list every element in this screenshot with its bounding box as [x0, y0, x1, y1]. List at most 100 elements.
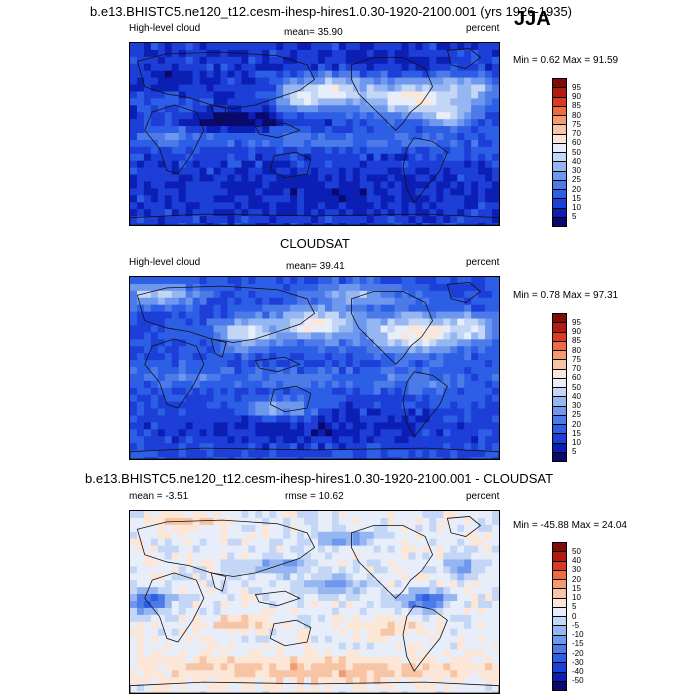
contour-cell: [206, 325, 215, 333]
contour-cell: [199, 517, 208, 526]
contour-cell: [471, 174, 479, 183]
contour-cell: [185, 628, 194, 637]
contour-cell: [255, 628, 263, 637]
contour-cell: [352, 112, 361, 120]
contour-cell: [311, 415, 319, 423]
contour-cell: [297, 642, 305, 651]
contour-cell: [324, 422, 333, 430]
contour-cell: [283, 387, 291, 396]
contour-cell: [164, 628, 173, 637]
contour-cell: [248, 614, 256, 623]
contour-cell: [255, 587, 263, 595]
contour-cell: [359, 367, 368, 375]
contour-cell: [178, 84, 187, 93]
contour-cell: [415, 202, 424, 210]
contour-cell: [283, 628, 291, 637]
contour-cell: [304, 112, 312, 120]
contour-cell: [471, 511, 479, 519]
contour-cell: [297, 84, 305, 93]
contour-cell: [262, 353, 270, 361]
contour-cell: [338, 332, 347, 340]
contour-cell: [492, 49, 499, 58]
contour-cell: [248, 353, 256, 361]
contour-cell: [450, 84, 458, 93]
contour-cell: [220, 63, 229, 72]
contour-cell: [436, 401, 444, 410]
contour-cell: [311, 663, 319, 671]
contour-cell: [262, 429, 270, 437]
contour-cell: [283, 656, 291, 664]
contour-cell: [331, 367, 340, 375]
contour-cell: [324, 677, 333, 685]
contour-cell: [324, 628, 333, 637]
contour-cell: [436, 635, 444, 644]
contour-cell: [164, 511, 173, 519]
contour-cell: [394, 663, 403, 671]
contour-cell: [380, 621, 389, 630]
contour-cell: [178, 387, 187, 396]
contour-cell: [157, 587, 166, 595]
contour-cell: [394, 677, 403, 685]
contour-cell: [206, 304, 215, 313]
contour-cell: [262, 56, 270, 65]
contour-cell: [311, 649, 319, 657]
contour-cell: [457, 408, 465, 417]
contour-cell: [401, 401, 410, 410]
contour-cell: [338, 202, 347, 210]
contour-cell: [345, 580, 354, 588]
contour-cell: [366, 84, 375, 93]
contour-cell: [415, 146, 424, 155]
contour-cell: [241, 614, 249, 623]
contour-cell: [130, 339, 138, 347]
contour-cell: [255, 663, 263, 671]
contour-cell: [304, 188, 312, 196]
contour-cell: [408, 436, 417, 444]
contour-cell: [136, 531, 145, 540]
contour-cell: [366, 670, 375, 678]
contour-cell: [241, 84, 249, 93]
contour-cell: [178, 628, 187, 637]
contour-cell: [143, 346, 152, 354]
colorbar-swatch: [552, 368, 567, 378]
contour-cell: [478, 181, 486, 189]
contour-cell: [248, 98, 256, 106]
contour-cell: [269, 614, 277, 623]
contour-cell: [331, 691, 340, 693]
contour-cell: [359, 112, 368, 120]
contour-cell: [450, 677, 458, 685]
coastline-africa: [144, 104, 205, 175]
contour-cell: [304, 318, 312, 327]
contour-cell: [457, 614, 465, 623]
contour-cell: [220, 408, 229, 417]
contour-cell: [443, 311, 451, 320]
contour-cell: [269, 373, 277, 382]
contour-cell: [185, 450, 194, 458]
contour-cell: [366, 360, 375, 368]
colorbar-swatch: [552, 340, 567, 350]
contour-cell: [464, 277, 472, 285]
contour-cell: [317, 394, 326, 403]
contour-cell: [241, 188, 249, 196]
contour-cell: [192, 635, 201, 644]
contour-cell: [429, 283, 437, 292]
contour-cell: [185, 332, 194, 340]
contour-cell: [234, 283, 242, 292]
contour-cell: [422, 70, 430, 79]
contour-cell: [262, 91, 270, 99]
contour-cell: [192, 188, 201, 196]
contour-cell: [450, 663, 458, 671]
contour-cell: [130, 573, 138, 581]
contour-cell: [304, 552, 312, 561]
contour-cell: [436, 628, 444, 637]
contour-cell: [478, 91, 486, 99]
contour-cell: [248, 594, 256, 602]
contour-cell: [401, 443, 410, 451]
contour-cell: [485, 346, 493, 354]
contour-cell: [373, 56, 382, 65]
contour-cell: [136, 304, 145, 313]
contour-cell: [478, 614, 486, 623]
contour-cell: [415, 614, 424, 623]
contour-cell: [478, 209, 486, 217]
contour-cell: [192, 223, 201, 225]
contour-cell: [373, 580, 382, 588]
